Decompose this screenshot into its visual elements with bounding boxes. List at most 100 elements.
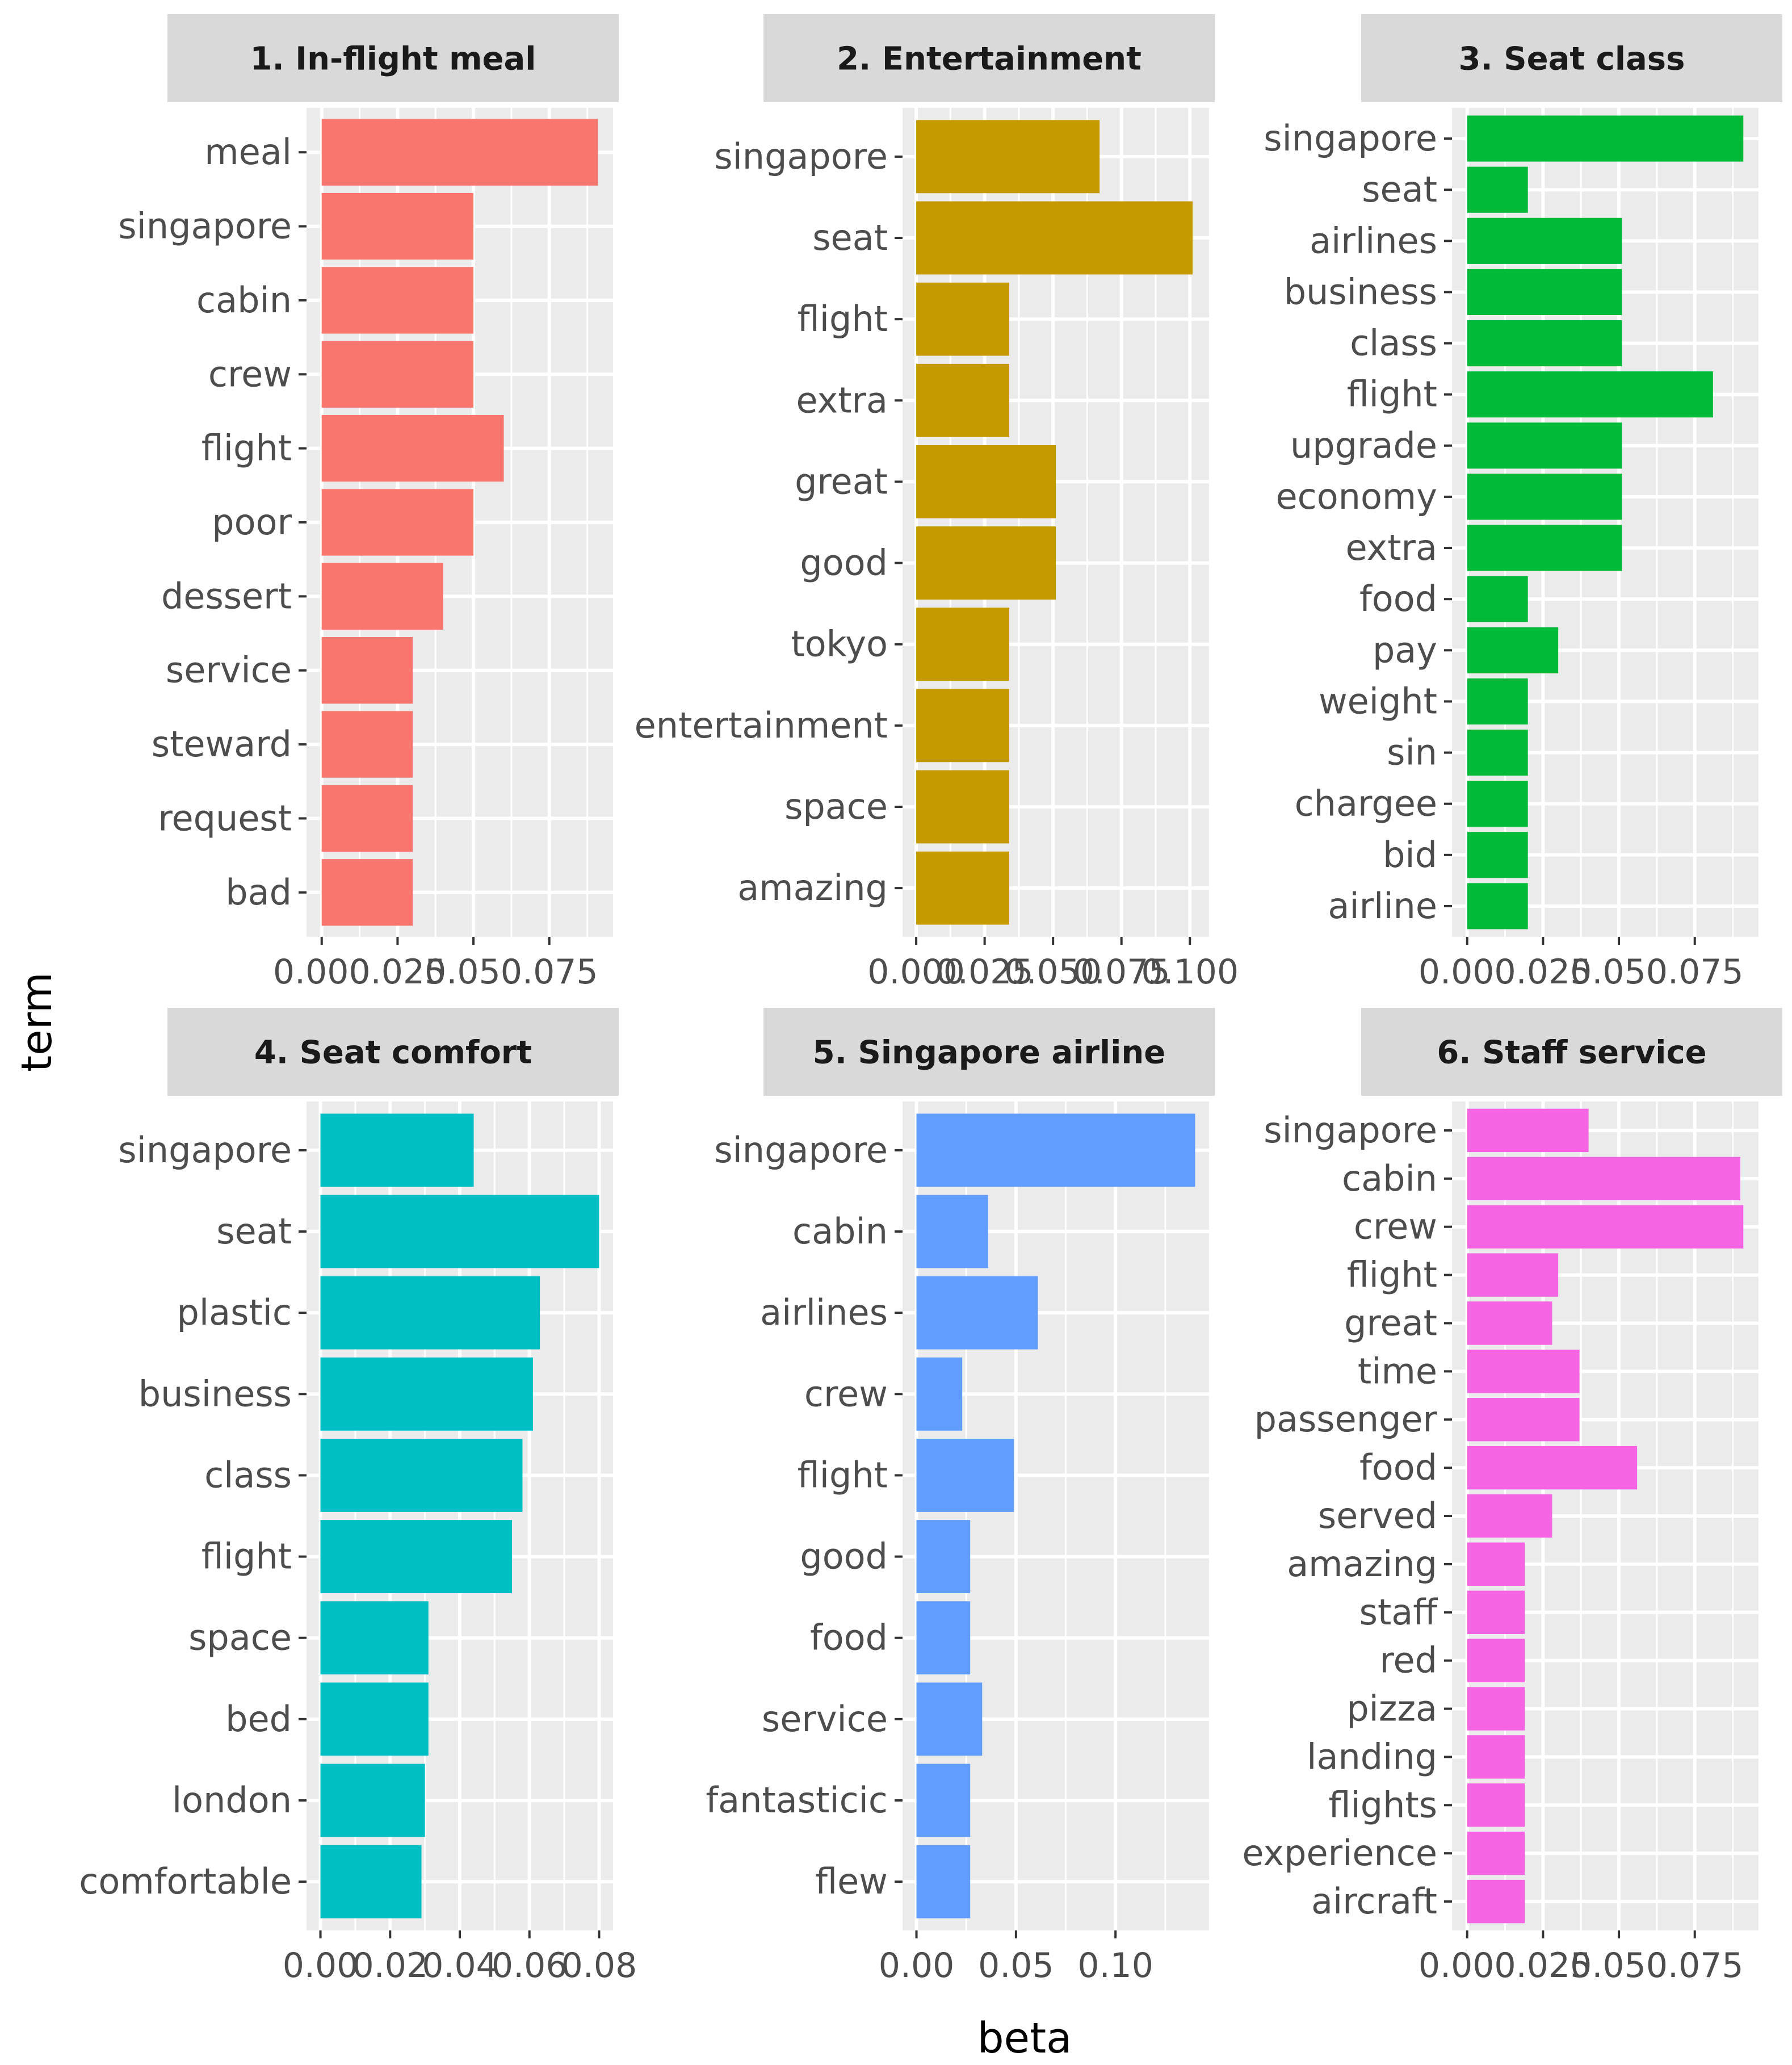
term-label: economy: [1276, 476, 1437, 517]
bar: [1467, 1879, 1525, 1924]
x-tick-label: 0.00: [283, 1946, 359, 1986]
bar: [1467, 269, 1622, 315]
x-tick-label: 0.02: [352, 1946, 428, 1986]
term-label: good: [800, 542, 888, 584]
x-tick-label: 0.10: [1077, 1946, 1153, 1986]
bar: [1467, 1205, 1744, 1249]
facet-strip-title: 5. Singapore airline: [813, 1034, 1166, 1071]
term-label: extra: [796, 379, 888, 421]
term-label: cabin: [792, 1210, 888, 1252]
bar: [321, 414, 504, 482]
bar: [1467, 883, 1528, 929]
bar: [1467, 576, 1528, 622]
term-label: cabin: [196, 279, 292, 321]
y-axis-title: term: [12, 972, 61, 1072]
facet-panel-5: 5. Singapore airline singapore cabin airlin…: [706, 1008, 1215, 1986]
bar: [321, 711, 413, 778]
x-tick-label: 0.00: [879, 1946, 955, 1986]
term-label: staff: [1359, 1591, 1438, 1633]
bar: [916, 1357, 963, 1431]
facet-strip: [763, 14, 1215, 102]
x-tick-label: 0.050: [425, 952, 522, 992]
term-label: great: [795, 460, 888, 502]
term-label: steward: [152, 723, 292, 765]
bar: [321, 267, 474, 334]
term-label: flights: [1328, 1784, 1437, 1825]
bar: [916, 120, 1100, 194]
bar: [916, 1520, 971, 1593]
bar: [321, 119, 598, 186]
bar: [1467, 1350, 1580, 1393]
bar: [1467, 730, 1528, 776]
bar: [916, 526, 1056, 600]
bar: [916, 1682, 983, 1756]
bar: [1467, 1831, 1525, 1875]
bar: [1467, 1542, 1525, 1586]
term-label: singapore: [118, 206, 292, 247]
term-label: fantasticic: [706, 1779, 888, 1821]
term-label: singapore: [1264, 118, 1437, 159]
bar: [916, 282, 1010, 356]
term-label: flight: [202, 1536, 292, 1577]
term-label: crew: [804, 1373, 888, 1414]
x-tick-label: 0.06: [492, 1946, 568, 1986]
term-label: chargee: [1295, 783, 1437, 824]
bar: [1467, 1446, 1638, 1490]
bar: [1467, 1301, 1552, 1345]
bar: [1467, 781, 1528, 827]
term-label: plastic: [177, 1292, 292, 1333]
term-label: food: [810, 1617, 888, 1658]
x-tick-label: 0.000: [273, 952, 371, 992]
x-tick-label: 0.025: [349, 952, 447, 992]
bar: [1467, 1108, 1589, 1153]
bar: [1467, 1494, 1552, 1538]
facet-panel-3: 3. Seat class singapore seat airlines busine…: [1264, 14, 1782, 992]
bar: [1467, 474, 1622, 520]
facet-panel-4: 4. Seat comfort singapore seat plastic busin…: [79, 1008, 637, 1986]
bar: [1467, 217, 1622, 264]
bar: [916, 363, 1010, 437]
bar: [321, 785, 413, 852]
facet-strip: [167, 1008, 619, 1096]
bar: [1467, 1590, 1525, 1634]
term-label: seat: [1362, 169, 1437, 210]
x-tick-label: 0.000: [1419, 952, 1516, 992]
term-label: passenger: [1254, 1398, 1438, 1440]
term-label: poor: [212, 501, 292, 543]
facet-panel-1: 1. In-flight meal meal singapore cabin crew f…: [118, 14, 619, 992]
bar: [320, 1439, 523, 1512]
term-label: entertainment: [635, 705, 888, 746]
term-label: request: [158, 797, 292, 839]
facet-strip-title: 2. Entertainment: [837, 41, 1141, 78]
bar: [916, 1601, 971, 1675]
term-label: pizza: [1346, 1688, 1437, 1729]
bar: [1467, 1735, 1525, 1779]
bar: [916, 445, 1056, 518]
bar: [916, 1764, 971, 1837]
term-label: upgrade: [1290, 425, 1437, 466]
term-label: seat: [216, 1210, 292, 1252]
term-label: weight: [1319, 680, 1437, 722]
facet-strip-title: 3. Seat class: [1459, 41, 1685, 78]
term-label: amazing: [737, 867, 888, 908]
term-label: flight: [1347, 374, 1437, 415]
bar: [1467, 1783, 1525, 1827]
term-label: london: [172, 1779, 292, 1821]
bar: [1467, 678, 1528, 724]
facet-panels: 1. In-flight meal meal singapore cabin crew f…: [79, 14, 1782, 1986]
x-tick-label: 0.050: [1570, 1946, 1668, 1986]
term-label: tokyo: [791, 623, 888, 665]
facet-panel-6: 6. Staff service singapore cabin crew flight…: [1242, 1008, 1782, 1986]
term-label: singapore: [714, 1129, 888, 1171]
term-label: space: [784, 786, 888, 827]
x-tick-label: 0.025: [1495, 1946, 1592, 1986]
term-label: business: [1284, 271, 1437, 312]
bar: [321, 192, 474, 260]
bar: [321, 341, 474, 408]
bar: [1467, 166, 1528, 213]
bar: [1467, 1398, 1580, 1442]
term-label: crew: [208, 353, 292, 395]
term-label: singapore: [1264, 1109, 1437, 1151]
bar: [916, 1845, 971, 1919]
bar: [916, 689, 1010, 763]
